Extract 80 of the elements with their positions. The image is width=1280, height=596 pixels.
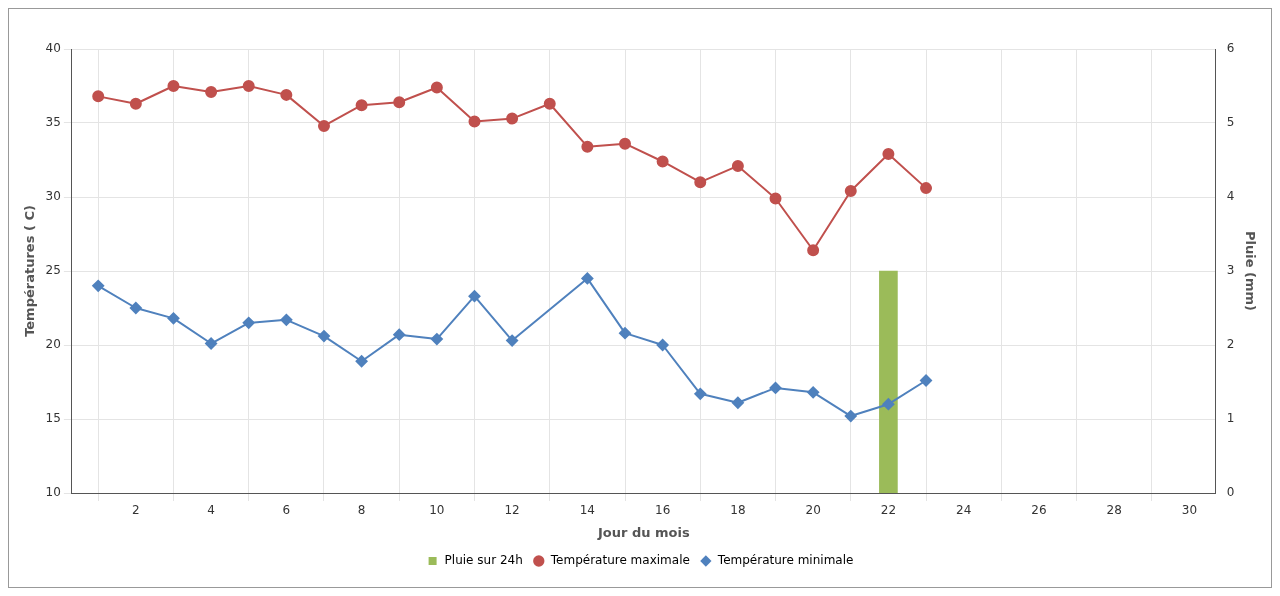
- point: [656, 155, 669, 168]
- point: [543, 97, 556, 110]
- point: [355, 99, 368, 112]
- x-axis-title: Jour du mois: [596, 524, 690, 540]
- x-tick-label: 20: [805, 503, 821, 518]
- x-tick-label: 2: [132, 503, 140, 518]
- x-tick-label: 10: [429, 503, 445, 518]
- point: [619, 137, 631, 150]
- x-tick-label: 8: [357, 503, 366, 518]
- point: [280, 313, 293, 326]
- y2-tick-label: 6: [1226, 41, 1235, 56]
- x-tick-label: 22: [880, 503, 897, 518]
- point: [92, 279, 105, 292]
- point: [92, 90, 105, 103]
- y-tick-label: 40: [45, 41, 61, 56]
- point: [844, 185, 857, 198]
- point: [393, 328, 406, 341]
- point: [807, 244, 820, 257]
- y-tick-label: 20: [45, 337, 61, 352]
- point: [920, 374, 933, 387]
- point: [317, 119, 330, 132]
- y-axis-title: Températures ( C): [22, 205, 38, 337]
- y-tick-label: 25: [45, 263, 61, 278]
- point: [355, 355, 368, 368]
- x-tick-label: 16: [654, 503, 671, 518]
- point: [129, 302, 142, 314]
- legend-label: Température minimale: [716, 553, 854, 568]
- point: [807, 386, 820, 399]
- x-tick-label: 18: [730, 503, 746, 518]
- point: [882, 398, 895, 411]
- point: [242, 80, 255, 92]
- x-tick-label: 14: [579, 503, 596, 518]
- y-tick-label: 30: [45, 189, 61, 204]
- y2-tick-label: 1: [1226, 411, 1235, 426]
- x-tick-label: 12: [504, 503, 520, 518]
- point: [468, 290, 481, 303]
- point: [844, 410, 857, 423]
- y-tick-label: 15: [45, 411, 61, 426]
- point: [581, 272, 594, 285]
- x-tick-label: 24: [956, 503, 972, 518]
- y2-tick-label: 0: [1226, 485, 1235, 500]
- point: [731, 396, 744, 409]
- point: [167, 312, 180, 325]
- point: [205, 85, 218, 98]
- point: [731, 159, 744, 172]
- point: [430, 333, 443, 346]
- point: [769, 192, 782, 205]
- point: [242, 316, 255, 329]
- point: [656, 339, 669, 351]
- point: [506, 112, 519, 125]
- point: [430, 81, 443, 94]
- legend-label: Pluie sur 24h: [444, 553, 523, 568]
- point: [129, 97, 142, 110]
- y-tick-label: 10: [45, 485, 61, 500]
- x-tick-label: 30: [1181, 503, 1198, 518]
- point: [694, 176, 707, 189]
- point: [468, 115, 481, 128]
- point: [619, 327, 631, 340]
- point: [317, 330, 330, 343]
- point: [882, 148, 895, 161]
- y2-tick-label: 5: [1226, 115, 1235, 130]
- y2-axis-title: Pluie (mm): [1242, 230, 1258, 312]
- point: [920, 182, 933, 195]
- y2-tick-label: 3: [1226, 263, 1235, 278]
- x-tick-label: 6: [282, 503, 291, 518]
- point: [393, 96, 406, 109]
- point: [769, 381, 782, 394]
- y2-tick-label: 2: [1226, 337, 1235, 352]
- point: [167, 80, 180, 92]
- point: [581, 140, 594, 153]
- y2-tick-label: 4: [1226, 189, 1235, 204]
- point: [694, 387, 707, 400]
- x-tick-label: 26: [1031, 503, 1047, 518]
- y-tick-label: 35: [45, 115, 61, 130]
- x-tick-label: 28: [1106, 503, 1122, 518]
- point: [506, 334, 519, 347]
- legend-label: Température maximale: [549, 553, 690, 568]
- point: [280, 88, 293, 101]
- point: [205, 337, 218, 350]
- x-tick-label: 4: [207, 503, 215, 518]
